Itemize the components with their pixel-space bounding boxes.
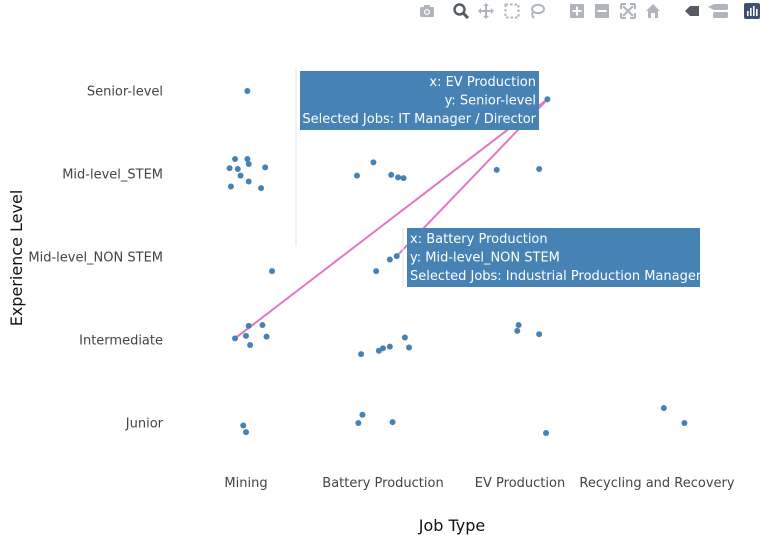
lasso-icon[interactable] bbox=[528, 2, 546, 20]
x-tick-label: Mining bbox=[224, 476, 267, 491]
data-point[interactable] bbox=[395, 174, 402, 181]
data-point[interactable] bbox=[353, 172, 360, 179]
hover-box bbox=[300, 71, 539, 130]
x-tick-label: EV Production bbox=[475, 476, 565, 491]
zoom-icon[interactable] bbox=[452, 2, 470, 20]
box-select-icon[interactable] bbox=[503, 2, 521, 20]
data-point[interactable] bbox=[269, 268, 276, 275]
data-point[interactable] bbox=[247, 341, 254, 348]
y-tick-label: Intermediate bbox=[79, 334, 163, 349]
data-point[interactable] bbox=[515, 322, 522, 329]
y-axis-title: Experience Level bbox=[7, 190, 26, 327]
camera-icon[interactable] bbox=[418, 2, 436, 20]
data-point[interactable] bbox=[406, 344, 413, 351]
data-point[interactable] bbox=[234, 166, 241, 173]
data-point[interactable] bbox=[493, 166, 500, 173]
x-tick-label: Battery Production bbox=[322, 476, 443, 491]
hover-text: y: Mid-level_NON STEM bbox=[410, 251, 560, 266]
data-point[interactable] bbox=[243, 332, 249, 339]
data-point[interactable] bbox=[244, 156, 251, 163]
pan-icon[interactable] bbox=[477, 2, 495, 20]
autoscale-icon[interactable] bbox=[619, 2, 637, 20]
data-point[interactable] bbox=[355, 420, 362, 426]
y-tick-label: Senior-level bbox=[87, 85, 163, 100]
data-point[interactable] bbox=[536, 331, 543, 338]
data-point[interactable] bbox=[245, 161, 252, 168]
hover-text: y: Senior-level bbox=[445, 94, 536, 109]
hover-label: x: EV Production y: Senior-level Selected … bbox=[295, 67, 539, 246]
data-point[interactable] bbox=[681, 420, 688, 426]
data-point[interactable] bbox=[388, 171, 395, 178]
data-point[interactable] bbox=[259, 322, 266, 329]
data-point[interactable] bbox=[660, 405, 667, 412]
data-point[interactable] bbox=[358, 351, 365, 358]
y-axis-ticks: Junior Intermediate Mid-level_NON STEM Mid-… bbox=[28, 85, 163, 432]
hover-text: x: Battery Production bbox=[410, 232, 548, 247]
data-point[interactable] bbox=[245, 178, 252, 185]
data-point[interactable] bbox=[258, 185, 265, 192]
x-tick-label: Recycling and Recovery bbox=[579, 476, 734, 491]
data-point[interactable] bbox=[240, 422, 247, 429]
x-axis-ticks: Mining Battery Production EV Production Rec… bbox=[224, 476, 734, 491]
data-point[interactable] bbox=[544, 96, 551, 103]
data-point[interactable] bbox=[386, 343, 393, 350]
data-point[interactable] bbox=[401, 334, 408, 341]
y-tick-label: Mid-level_NON STEM bbox=[28, 251, 163, 266]
data-point[interactable] bbox=[263, 333, 270, 340]
data-point[interactable] bbox=[373, 268, 380, 275]
data-point[interactable] bbox=[386, 256, 393, 263]
data-point[interactable] bbox=[262, 164, 269, 171]
data-point[interactable] bbox=[232, 156, 239, 163]
reset-axes-icon[interactable] bbox=[644, 2, 662, 20]
hover-text: Selected Jobs: IT Manager / Director bbox=[302, 112, 536, 127]
plotly-logo-icon[interactable] bbox=[743, 2, 761, 20]
selection-line bbox=[234, 98, 549, 340]
data-point[interactable] bbox=[543, 429, 550, 436]
data-point[interactable] bbox=[400, 175, 407, 182]
data-point[interactable] bbox=[514, 327, 521, 334]
x-axis-title: Job Type bbox=[418, 516, 486, 535]
data-point[interactable] bbox=[375, 347, 382, 354]
data-point[interactable] bbox=[359, 411, 366, 418]
data-point[interactable] bbox=[536, 166, 543, 173]
data-point[interactable] bbox=[389, 419, 396, 426]
zoom-in-icon[interactable] bbox=[568, 2, 586, 20]
y-tick-label: Mid-level_STEM bbox=[62, 168, 163, 183]
hover-label: x: Battery Production y: Mid-level_NON ST… bbox=[402, 228, 702, 287]
selection-lines bbox=[234, 98, 549, 340]
data-points[interactable] bbox=[226, 88, 688, 436]
zoom-out-icon[interactable] bbox=[593, 2, 611, 20]
data-point[interactable] bbox=[243, 429, 249, 436]
spike-lines-icon[interactable] bbox=[683, 2, 701, 20]
hover-text: Selected Jobs: Industrial Production Man… bbox=[410, 269, 702, 284]
data-point[interactable] bbox=[227, 183, 234, 190]
data-point[interactable] bbox=[244, 88, 251, 94]
compare-hover-icon[interactable] bbox=[707, 2, 729, 20]
hover-text: x: EV Production bbox=[429, 75, 536, 90]
data-point[interactable] bbox=[393, 253, 400, 260]
data-point[interactable] bbox=[245, 322, 252, 329]
hover-labels: x: EV Production y: Senior-level Selected … bbox=[295, 67, 702, 287]
data-point[interactable] bbox=[232, 335, 239, 342]
data-point[interactable] bbox=[370, 159, 377, 166]
data-point[interactable] bbox=[237, 172, 244, 179]
y-tick-label: Junior bbox=[125, 417, 164, 432]
hover-box bbox=[407, 228, 700, 287]
data-point[interactable] bbox=[226, 165, 233, 172]
